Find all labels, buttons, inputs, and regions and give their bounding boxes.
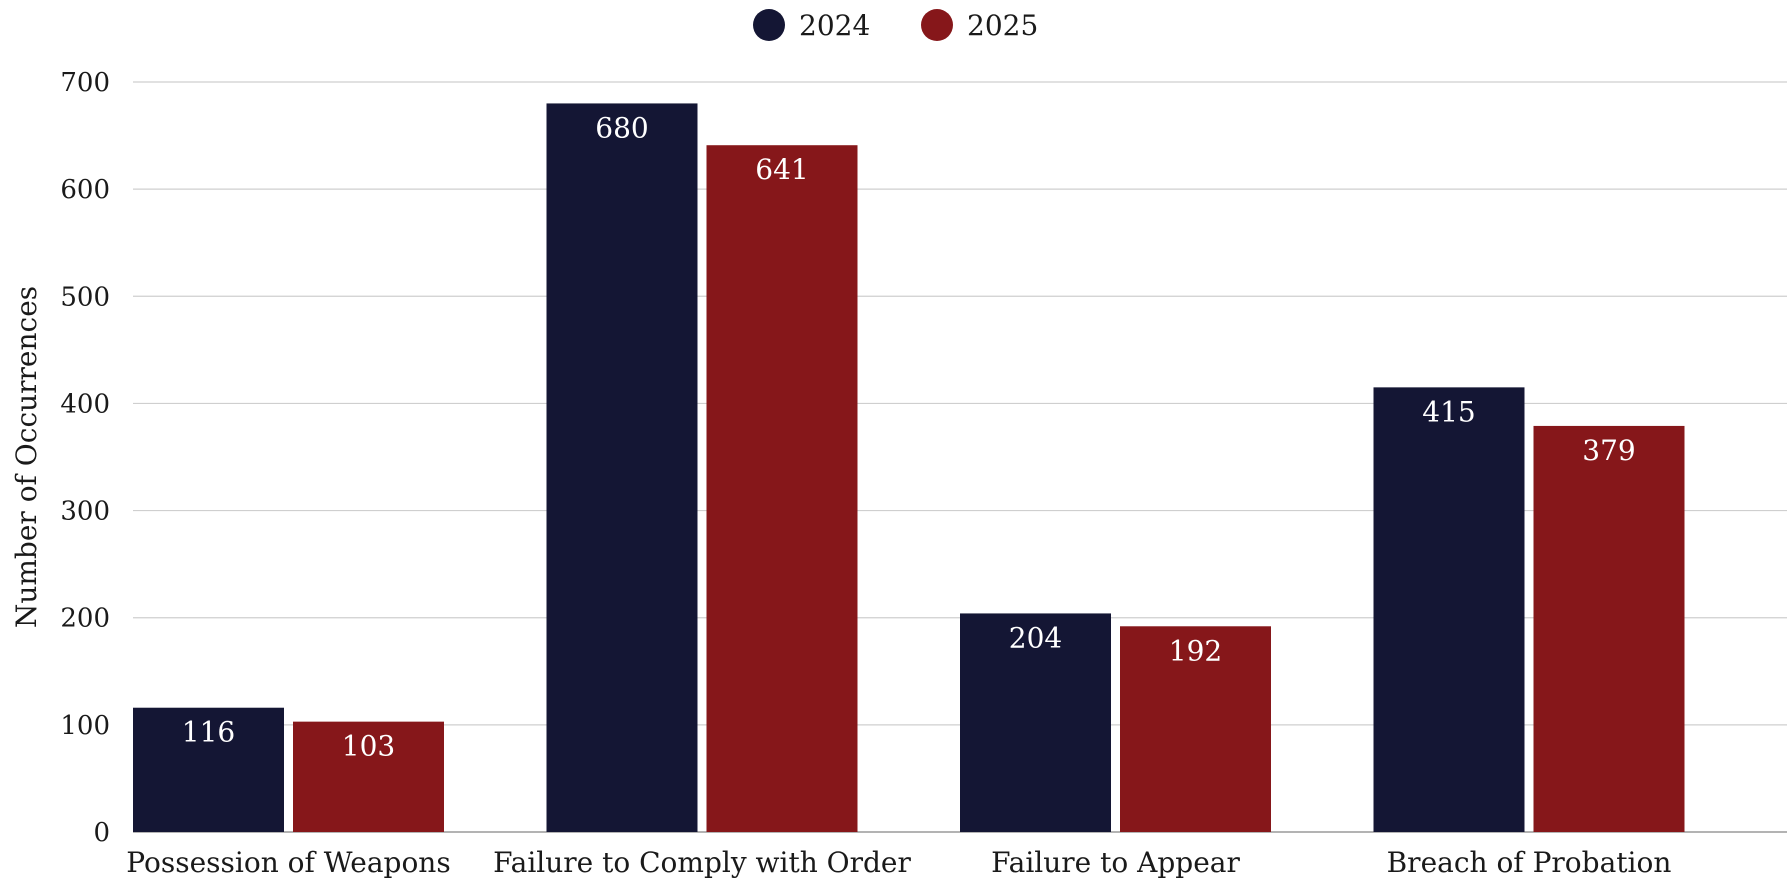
- x-axis-categories: Possession of Weapons Failure to Comply w…: [126, 846, 1671, 879]
- y-axis-ticks: 0 100 200 300 400 500 600 700: [60, 68, 110, 848]
- y-tick-label: 700: [60, 68, 110, 98]
- bar-2025-2: [1120, 626, 1271, 832]
- y-tick-label: 300: [60, 497, 110, 527]
- data-label: 641: [755, 153, 808, 186]
- y-tick-label: 200: [60, 604, 110, 634]
- bars: [133, 103, 1685, 832]
- data-label: 204: [1009, 621, 1062, 654]
- legend-item: 2025: [921, 9, 1038, 42]
- bar-2025-3: [1533, 425, 1685, 832]
- y-tick-label: 400: [60, 389, 110, 419]
- bar-2025-1: [706, 145, 858, 832]
- data-label: 192: [1169, 634, 1222, 667]
- y-tick-label: 600: [60, 175, 110, 205]
- data-label: 680: [595, 111, 648, 144]
- y-tick-label: 500: [60, 282, 110, 312]
- data-label: 379: [1582, 434, 1635, 467]
- x-category-label: Breach of Probation: [1387, 846, 1672, 879]
- bar-2024-0: [133, 707, 284, 832]
- x-category-label: Possession of Weapons: [126, 846, 450, 879]
- data-label: 116: [182, 716, 235, 749]
- legend-swatch: [753, 9, 785, 41]
- data-labels: 116 103 680 641 204 192 415 379: [182, 111, 1636, 762]
- bar-2024-1: [546, 103, 698, 832]
- bar-2025-0: [293, 721, 444, 832]
- y-axis-title: Number of Occurrences: [10, 286, 43, 628]
- legend-label: 2024: [799, 9, 870, 42]
- bar-2024-3: [1373, 387, 1525, 832]
- legend-swatch: [921, 9, 953, 41]
- legend: 2024 2025: [753, 9, 1038, 42]
- x-category-label: Failure to Appear: [991, 846, 1240, 879]
- data-label: 103: [342, 730, 395, 763]
- bar-2024-2: [960, 613, 1111, 832]
- legend-item: 2024: [753, 9, 870, 42]
- y-tick-label: 100: [60, 711, 110, 741]
- y-tick-label: 0: [93, 818, 110, 848]
- data-label: 415: [1422, 395, 1475, 428]
- x-category-label: Failure to Comply with Order: [493, 846, 911, 879]
- legend-label: 2025: [967, 9, 1038, 42]
